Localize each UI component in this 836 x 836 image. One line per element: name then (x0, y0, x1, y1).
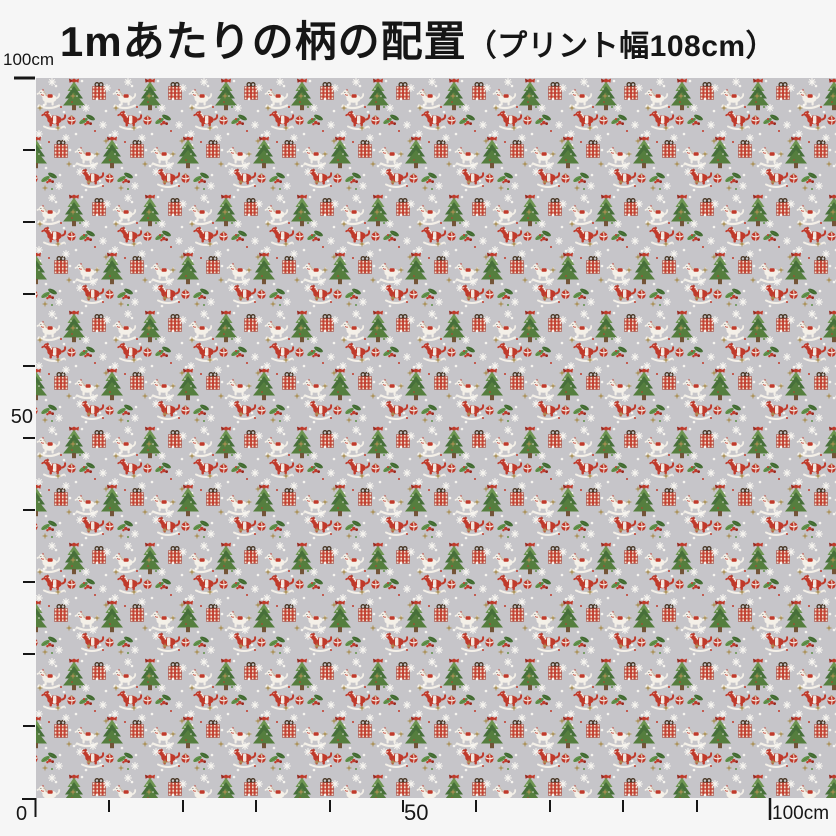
fabric-swatch (36, 78, 836, 798)
left-axis-max-label: 100cm (3, 50, 55, 69)
page-title: 1mあたりの柄の配置 （プリント幅108cm） (0, 8, 836, 66)
bottom-ruler (108, 798, 772, 820)
title-sub: （プリント幅108cm） (466, 30, 777, 63)
title-main: 1mあたりの柄の配置 (59, 18, 467, 65)
fabric-pattern-svg (36, 78, 836, 798)
left-minor-ticks (23, 149, 35, 727)
bottom-axis-end-label: 100cm (772, 803, 830, 824)
left-axis-mid-label: 50 (10, 406, 33, 428)
bottom-axis-mid-label: 50 (404, 800, 429, 825)
left-ruler (14, 76, 35, 727)
fabric-area (36, 78, 836, 798)
bottom-minor-ticks (108, 800, 698, 812)
origin-label: 0 (16, 803, 28, 825)
